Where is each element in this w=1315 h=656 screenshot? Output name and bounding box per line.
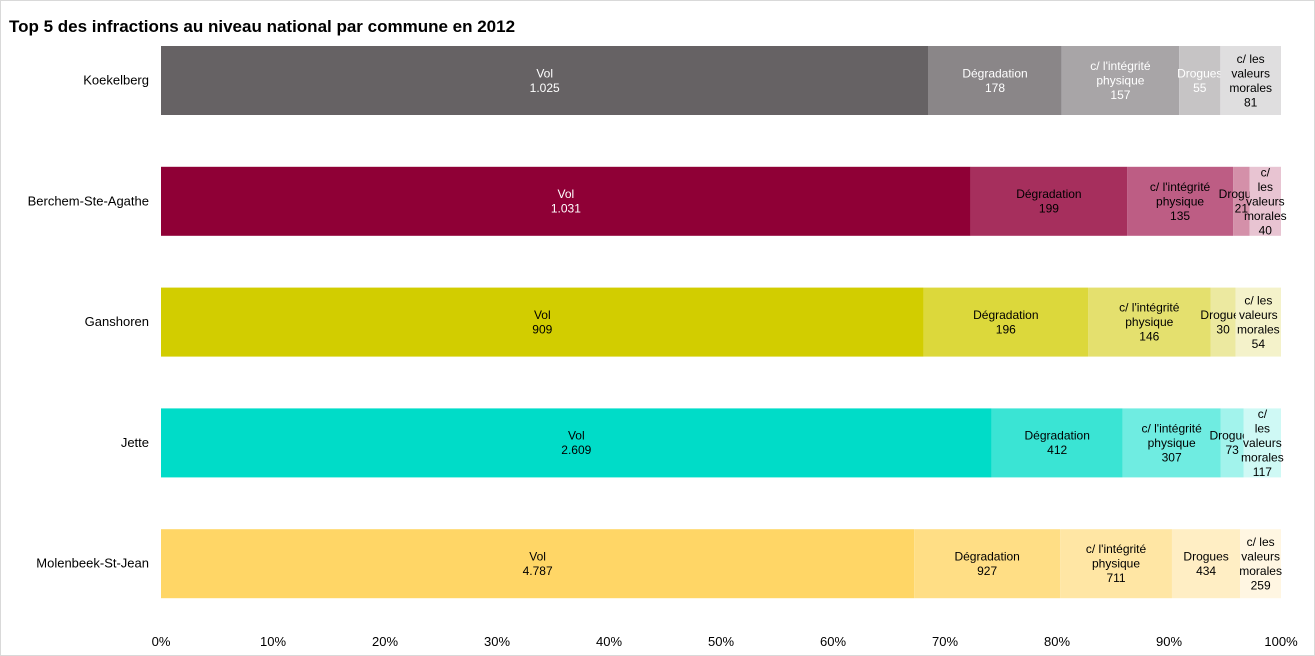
x-tick-label: 10% xyxy=(260,634,286,649)
data-label: c/les valeurs morales 117 xyxy=(1241,407,1284,479)
bar-segment xyxy=(923,287,1089,357)
bar-segment xyxy=(1240,529,1281,599)
x-tick-label: 40% xyxy=(596,634,622,649)
data-label: Vol 1.031 xyxy=(551,187,581,216)
data-label: c/ les valeurs morales 54 xyxy=(1237,293,1280,351)
category-label: Koekelberg xyxy=(83,73,149,88)
data-label: c/ les valeurs morales 81 xyxy=(1229,52,1272,110)
data-label: c/ l'intégrité physique 135 xyxy=(1150,180,1211,223)
bar-segment xyxy=(161,529,915,599)
data-label: Dégradation 412 xyxy=(1024,429,1089,458)
data-label: Drogues 30 xyxy=(1200,308,1245,337)
bar-segment xyxy=(1210,287,1236,357)
x-tick-label: 70% xyxy=(932,634,958,649)
data-label: c/ l'intégrité physique 711 xyxy=(1086,542,1147,585)
bar-segment xyxy=(1127,166,1234,236)
bar-segment xyxy=(1171,529,1241,599)
bar-segment xyxy=(928,46,1062,115)
data-label: Dégradation 927 xyxy=(954,549,1019,578)
bar-segment xyxy=(1061,46,1180,115)
x-tick-label: 100% xyxy=(1264,634,1298,649)
bar-segment xyxy=(1060,529,1172,599)
data-label: Drogues 73 xyxy=(1209,429,1254,458)
x-tick-label: 60% xyxy=(820,634,846,649)
bar-segment xyxy=(1220,46,1281,115)
category-label: Ganshoren xyxy=(85,314,149,329)
data-label: Vol 909 xyxy=(532,308,552,337)
bar-segment xyxy=(1235,287,1281,357)
data-label: c/ l'intégrité physique 146 xyxy=(1119,301,1180,344)
x-tick-label: 20% xyxy=(372,634,398,649)
x-tick-label: 50% xyxy=(708,634,734,649)
data-label: Vol 4.787 xyxy=(523,549,553,578)
bar-segment xyxy=(161,287,924,357)
data-label: c/ l'intégrité physique 157 xyxy=(1090,59,1151,102)
bar-segment xyxy=(161,46,929,115)
bar-segment xyxy=(1088,287,1211,357)
bar-segment xyxy=(1233,166,1250,236)
bar-segment xyxy=(1220,408,1244,478)
bar-segment xyxy=(991,408,1123,478)
data-label: Dégradation 178 xyxy=(962,66,1027,95)
data-label: Vol 2.609 xyxy=(561,429,591,458)
bar-segment xyxy=(161,408,992,478)
bar-segment xyxy=(914,529,1061,599)
bar-segment xyxy=(1122,408,1221,478)
category-label: Molenbeek-St-Jean xyxy=(36,556,149,571)
x-tick-label: 80% xyxy=(1044,634,1070,649)
data-label: Drogues 55 xyxy=(1177,66,1222,95)
data-label: Vol 1.025 xyxy=(530,66,560,95)
bar-segment xyxy=(1179,46,1221,115)
chart-title: Top 5 des infractions au niveau national… xyxy=(9,17,516,36)
data-label: Drogues 434 xyxy=(1183,549,1228,578)
bar-segment xyxy=(1243,408,1281,478)
bar-segment xyxy=(970,166,1128,236)
data-label: Dégradation 199 xyxy=(1016,187,1081,216)
bar-segment xyxy=(161,166,971,236)
category-label: Jette xyxy=(121,435,149,450)
x-tick-label: 90% xyxy=(1156,634,1182,649)
x-tick-label: 30% xyxy=(484,634,510,649)
data-label: c/les valeurs morales 40 xyxy=(1244,165,1287,237)
bar-segment xyxy=(1249,166,1281,236)
x-tick-label: 0% xyxy=(152,634,171,649)
data-label: c/ l'intégrité physique 307 xyxy=(1141,421,1202,464)
category-label: Berchem-Ste-Agathe xyxy=(28,193,149,208)
data-label: Dégradation 196 xyxy=(973,308,1038,337)
data-label: c/ les valeurs morales 259 xyxy=(1239,535,1282,593)
